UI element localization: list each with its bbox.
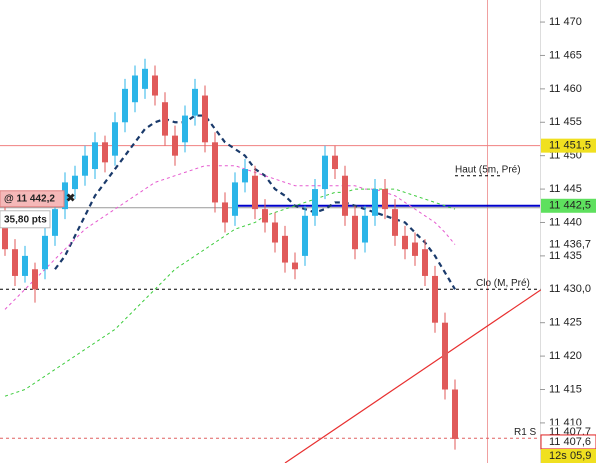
candle-body bbox=[272, 222, 278, 243]
y-tick-label: 11 460 bbox=[549, 83, 582, 95]
candle-body bbox=[182, 115, 188, 143]
y-tick-label: 11 425 bbox=[549, 317, 582, 329]
y-tick-label: 11 435 bbox=[549, 250, 582, 262]
candle-body bbox=[302, 215, 308, 256]
candle-body bbox=[192, 88, 198, 116]
y-tick-label: 11 465 bbox=[549, 49, 582, 61]
y-tick-label: 11 455 bbox=[549, 116, 582, 128]
candle-body bbox=[92, 142, 98, 170]
candle-body bbox=[82, 155, 88, 176]
y-tick-label: 11 470 bbox=[549, 16, 582, 28]
annotation-label: R1 S bbox=[514, 427, 537, 438]
pts-label: 35,80 pts bbox=[4, 214, 47, 225]
candle-body bbox=[212, 142, 218, 203]
candle-body bbox=[382, 189, 388, 210]
candle-body bbox=[242, 169, 248, 183]
candle-body bbox=[172, 135, 178, 156]
candle-body bbox=[252, 175, 258, 210]
candle-body bbox=[452, 389, 458, 439]
candle-body bbox=[392, 209, 398, 236]
candle-body bbox=[42, 235, 48, 270]
candle-body bbox=[132, 75, 138, 103]
price-box bbox=[541, 237, 596, 252]
price-box bbox=[540, 434, 596, 450]
candle-body bbox=[262, 209, 268, 223]
price-box bbox=[541, 282, 596, 297]
trend-line bbox=[284, 284, 549, 463]
annotation-label: Haut (5m, Pré) bbox=[455, 164, 521, 175]
y-tick-label: 11 415 bbox=[549, 383, 582, 395]
price-label: 11 451,5 bbox=[549, 140, 591, 152]
pts-tag bbox=[0, 210, 51, 229]
annotation-label: Clo (M, Pré) bbox=[476, 278, 530, 289]
candle-body bbox=[32, 269, 38, 290]
candle-body bbox=[282, 235, 288, 263]
candle-body bbox=[72, 175, 78, 190]
candle-body bbox=[112, 122, 118, 156]
candle-body bbox=[222, 202, 228, 223]
price-label: 11 442,5 bbox=[549, 200, 591, 212]
candle-body bbox=[142, 68, 148, 89]
price-box bbox=[541, 138, 596, 153]
order-label: @ 11 442,2 bbox=[4, 193, 55, 204]
candle-body bbox=[122, 88, 128, 123]
candle-body bbox=[352, 215, 358, 250]
candle-body bbox=[362, 215, 368, 243]
price-label: 11 430,0 bbox=[549, 283, 591, 295]
order-close[interactable]: ✖ bbox=[66, 193, 75, 205]
candle-body bbox=[442, 322, 448, 390]
candle-body bbox=[232, 182, 238, 216]
timer-box bbox=[541, 449, 596, 463]
candle-body bbox=[332, 155, 338, 170]
candle-body bbox=[12, 249, 18, 276]
moving-average bbox=[4, 188, 456, 397]
candle-body bbox=[102, 142, 108, 163]
candle-body bbox=[52, 209, 58, 236]
candle-body bbox=[22, 255, 28, 276]
candle-body bbox=[402, 235, 408, 250]
candle-body bbox=[202, 95, 208, 143]
candle-body bbox=[372, 189, 378, 216]
candle-body bbox=[322, 155, 328, 190]
candle-body bbox=[312, 189, 318, 216]
candle-body bbox=[422, 249, 428, 276]
candle-body bbox=[162, 102, 168, 136]
candle-body bbox=[2, 215, 8, 250]
y-tick-label: 11 445 bbox=[549, 183, 582, 195]
y-tick-label: 11 440 bbox=[549, 216, 582, 228]
candle-body bbox=[412, 242, 418, 256]
price-label: 11 436,7 bbox=[549, 238, 591, 250]
order-tag bbox=[0, 190, 65, 208]
candle-body bbox=[342, 175, 348, 216]
timer-price: 05,9 bbox=[570, 450, 591, 462]
price-label: 11 407,6 bbox=[549, 436, 591, 448]
price-box bbox=[541, 198, 596, 213]
candle-body bbox=[432, 275, 438, 323]
y-tick-label: 11 420 bbox=[549, 350, 582, 362]
timer: 12s bbox=[549, 450, 567, 462]
candle-body bbox=[152, 75, 158, 96]
candle-body bbox=[292, 262, 298, 270]
candle-body bbox=[62, 182, 68, 210]
